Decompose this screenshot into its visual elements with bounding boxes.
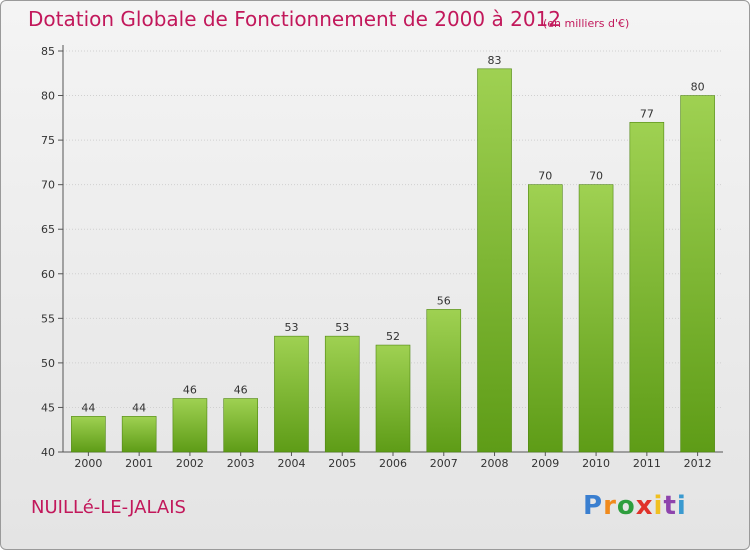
bar-2008 — [477, 68, 512, 453]
value-label-2007: 56 — [437, 294, 451, 307]
x-tick-label-2005: 2005 — [328, 457, 356, 470]
x-tick-label-2002: 2002 — [176, 457, 204, 470]
x-tick-label-2012: 2012 — [684, 457, 712, 470]
bar-2010 — [578, 184, 614, 453]
bar-2011 — [629, 121, 665, 453]
value-label-2009: 70 — [538, 170, 552, 183]
value-label-2006: 52 — [386, 330, 400, 343]
y-tick-label: 80 — [41, 90, 55, 103]
y-tick-label: 70 — [41, 179, 55, 192]
value-label-2001: 44 — [132, 401, 146, 414]
bar-2000 — [71, 416, 106, 453]
y-tick-label: 65 — [41, 223, 55, 236]
logo-letter: P — [583, 491, 604, 521]
value-label-2012: 80 — [691, 81, 705, 94]
x-tick-label-2004: 2004 — [277, 457, 305, 470]
x-tick-label-2001: 2001 — [125, 457, 153, 470]
logo-letter: i — [676, 491, 687, 521]
y-tick-label: 45 — [41, 401, 55, 414]
x-tick-label-2008: 2008 — [481, 457, 509, 470]
bar-layer — [71, 68, 715, 453]
x-tick-label-2011: 2011 — [633, 457, 661, 470]
bar-2004 — [274, 335, 309, 453]
x-tick-label-2009: 2009 — [531, 457, 559, 470]
proxiti-logo: Proxiti — [583, 491, 687, 521]
logo-letter: t — [663, 491, 677, 521]
chart-title: Dotation Globale de Fonctionnement de 20… — [28, 7, 561, 31]
bar-2012 — [680, 95, 715, 453]
bar-2009 — [528, 184, 563, 453]
value-label-2004: 53 — [284, 321, 298, 334]
axis-layer: 40 45 50 55 60 65 70 75 80 85 — [41, 45, 723, 459]
x-tick-label-2000: 2000 — [74, 457, 102, 470]
value-label-2005: 53 — [335, 321, 349, 334]
bar-2006 — [375, 344, 411, 453]
y-tick-label: 60 — [41, 268, 55, 281]
bar-2003 — [223, 398, 258, 453]
y-tick-label: 85 — [41, 45, 55, 58]
x-tick-label-2006: 2006 — [379, 457, 407, 470]
y-tick-label: 40 — [41, 446, 55, 459]
value-label-2011: 77 — [640, 107, 654, 120]
y-tick-label: 75 — [41, 134, 55, 147]
y-tick-label: 55 — [41, 312, 55, 325]
x-tick-label-2010: 2010 — [582, 457, 610, 470]
y-tick-label: 50 — [41, 357, 55, 370]
value-label-2010: 70 — [589, 170, 603, 183]
commune-name: NUILLé-LE-JALAIS — [31, 497, 186, 518]
bar-2001 — [121, 416, 157, 453]
bar-2005 — [324, 335, 360, 453]
bar-2007 — [426, 309, 462, 453]
value-label-2002: 46 — [183, 384, 197, 397]
logo-letter: r — [603, 491, 617, 521]
x-tick-label-2007: 2007 — [430, 457, 458, 470]
chart-unit: (en milliers d'€) — [543, 17, 630, 30]
bar-2002 — [172, 398, 208, 453]
x-tick-label-2003: 2003 — [227, 457, 255, 470]
logo-letter: x — [635, 491, 654, 521]
value-label-2008: 83 — [488, 54, 502, 67]
value-label-2000: 44 — [81, 401, 95, 414]
label-layer: 44 2000 44 2001 46 2002 46 2003 53 2004 53 2005 52 20… — [74, 54, 711, 470]
logo-letter: o — [616, 491, 636, 521]
logo-letter: i — [653, 491, 664, 521]
value-label-2003: 46 — [234, 384, 248, 397]
